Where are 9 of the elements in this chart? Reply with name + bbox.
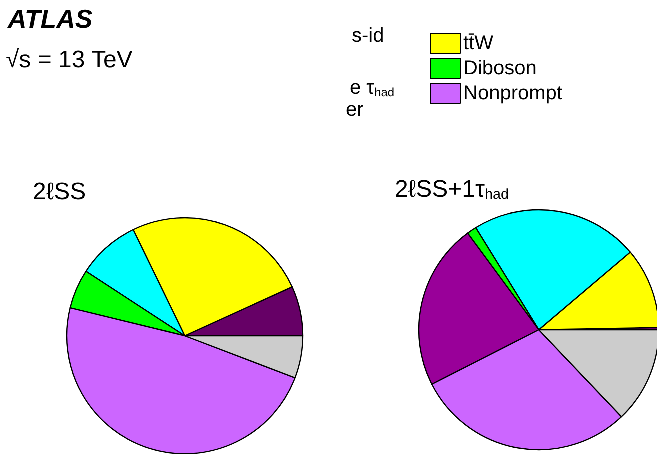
text: ATLAS bbox=[7, 4, 94, 34]
chart-title: 2ℓSS bbox=[33, 178, 86, 206]
legend-label: Diboson bbox=[464, 58, 537, 80]
text: s-id bbox=[352, 25, 384, 47]
text: √s = 13 TeV bbox=[6, 46, 133, 74]
legend-label: Nonprompt bbox=[464, 82, 563, 104]
text: er bbox=[346, 99, 364, 121]
text: 2ℓSS+1τhad bbox=[395, 176, 509, 203]
legend-label: tt̄W bbox=[464, 32, 494, 54]
